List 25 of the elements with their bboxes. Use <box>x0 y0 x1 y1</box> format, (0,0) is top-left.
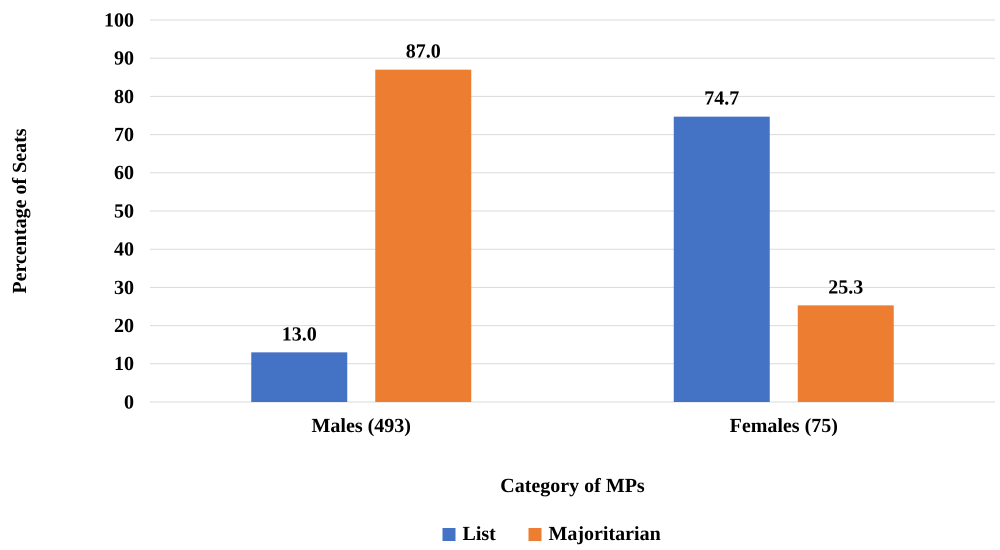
x-axis-title: Category of MPs <box>500 475 645 497</box>
y-tick-label: 0 <box>124 391 134 414</box>
data-label: 25.3 <box>828 276 864 298</box>
data-label: 13.0 <box>282 323 317 346</box>
x-tick-label: Males (493) <box>312 415 411 438</box>
legend-label: Majoritarian <box>548 523 661 545</box>
bar <box>251 352 348 402</box>
y-tick-label: 60 <box>114 162 134 184</box>
y-tick-label: 70 <box>114 124 134 146</box>
y-tick-label: 100 <box>104 9 134 32</box>
x-tick-label: Females (75) <box>730 415 838 438</box>
y-tick-label: 10 <box>114 353 134 376</box>
y-tick-label: 50 <box>114 200 134 222</box>
data-label: 87.0 <box>406 40 441 63</box>
bar <box>674 116 770 402</box>
y-tick-label: 20 <box>114 315 134 337</box>
y-tick-label: 90 <box>114 48 134 70</box>
y-tick-label: 30 <box>114 276 134 299</box>
y-tick-label: 40 <box>114 238 134 261</box>
bar <box>375 70 472 402</box>
y-tick-label: 80 <box>114 86 134 108</box>
bar <box>798 305 894 402</box>
legend-label: List <box>462 523 496 545</box>
y-axis-title: Percentage of Seats <box>9 128 31 294</box>
data-label: 74.7 <box>704 88 740 110</box>
